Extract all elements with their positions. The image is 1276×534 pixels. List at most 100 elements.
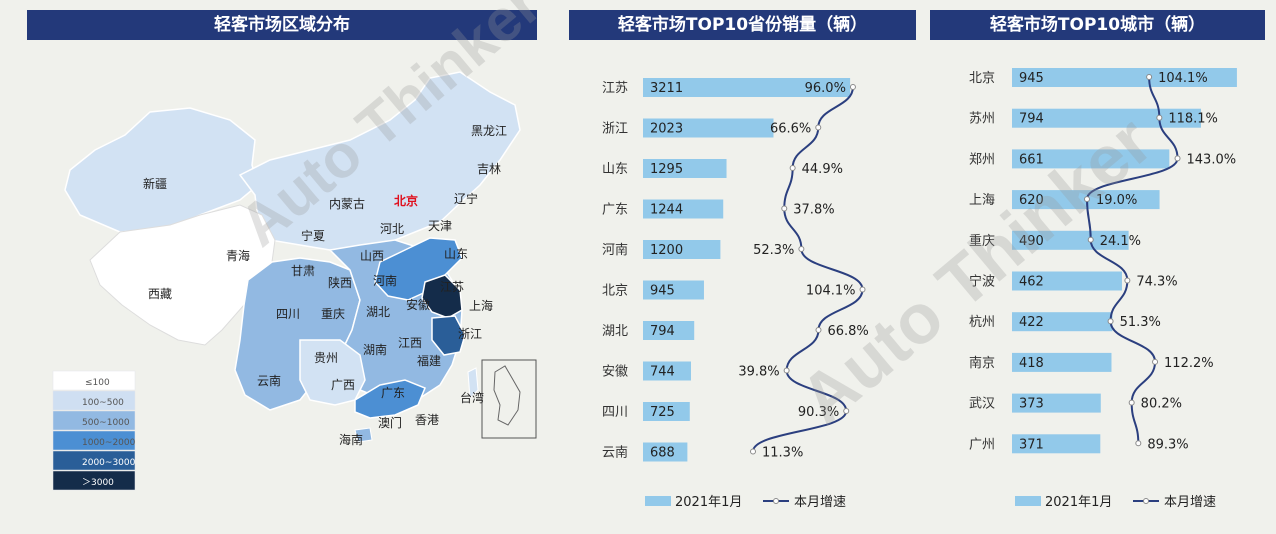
bar bbox=[1012, 108, 1201, 128]
legend-bar-swatch bbox=[645, 496, 671, 506]
bar-value-label: 1244 bbox=[650, 203, 683, 218]
legend-label: 500~1000 bbox=[82, 418, 130, 428]
south-china-sea-inset bbox=[481, 359, 537, 439]
growth-point bbox=[1156, 114, 1163, 121]
growth-point bbox=[1135, 440, 1142, 447]
growth-line bbox=[752, 86, 864, 452]
legend-swatch bbox=[52, 410, 136, 431]
growth-point bbox=[789, 165, 796, 171]
growth-label: 66.6% bbox=[770, 122, 811, 137]
bar bbox=[1012, 352, 1112, 372]
legend-line-label: 本月增速 bbox=[1164, 495, 1216, 510]
map-legend: ≤100 100~500 500~1000 1000~2000 2000~3000 ＞30… bbox=[52, 370, 136, 491]
category-label: 宁波 bbox=[969, 274, 995, 290]
bar-value-label: 794 bbox=[1019, 112, 1044, 127]
growth-point bbox=[843, 408, 850, 414]
growth-label: 112.2% bbox=[1164, 356, 1214, 371]
map-label: 浙江 bbox=[458, 327, 482, 341]
bar-value-label: 661 bbox=[1019, 152, 1044, 167]
growth-point bbox=[1087, 236, 1094, 243]
bar bbox=[1012, 312, 1113, 332]
map-label: 福建 bbox=[417, 353, 441, 368]
growth-label: 66.8% bbox=[827, 324, 868, 339]
growth-point bbox=[781, 205, 788, 212]
map-region-henan-shandong bbox=[374, 237, 463, 301]
growth-label: 24.1% bbox=[1100, 234, 1141, 249]
category-label: 杭州 bbox=[969, 315, 995, 330]
map-region-hainan bbox=[354, 427, 373, 443]
bar-value-label: 688 bbox=[650, 446, 675, 461]
category-label: 江苏 bbox=[602, 80, 628, 96]
bar bbox=[1012, 230, 1129, 250]
map-label: 湖南 bbox=[363, 342, 387, 357]
growth-point bbox=[1124, 277, 1131, 284]
map-label: 西藏 bbox=[148, 287, 172, 301]
map-label: 云南 bbox=[257, 373, 281, 388]
bar-value-label: 945 bbox=[650, 284, 675, 299]
bar bbox=[1012, 434, 1101, 454]
bar-value-label: 620 bbox=[1019, 193, 1044, 208]
bar bbox=[643, 240, 721, 259]
legend-label: 2000~3000 bbox=[82, 458, 136, 468]
category-label: 四川 bbox=[602, 405, 628, 420]
growth-point bbox=[1084, 196, 1090, 203]
legend-line-label: 本月增速 bbox=[794, 495, 846, 510]
growth-label: 89.3% bbox=[1147, 437, 1188, 452]
map-label: 广东 bbox=[381, 386, 405, 400]
growth-label: 143.0% bbox=[1187, 152, 1237, 167]
bar bbox=[643, 280, 704, 300]
map-label: 山西 bbox=[360, 249, 384, 263]
category-label: 北京 bbox=[969, 71, 995, 86]
map-label: 广西 bbox=[331, 378, 355, 392]
category-label: 苏州 bbox=[969, 111, 995, 127]
category-label: 广州 bbox=[969, 437, 995, 452]
map-label: 山东 bbox=[444, 247, 468, 261]
growth-point bbox=[750, 448, 756, 455]
category-label: 重庆 bbox=[969, 233, 995, 249]
category-label: 上海 bbox=[969, 193, 995, 208]
bar bbox=[643, 199, 724, 219]
category-label: 广东 bbox=[602, 203, 628, 218]
growth-point bbox=[798, 246, 805, 252]
bar-value-label: 3211 bbox=[650, 81, 683, 96]
category-label: 北京 bbox=[602, 284, 628, 299]
bar bbox=[1012, 68, 1237, 87]
map-label: 重庆 bbox=[321, 307, 345, 321]
bar-value-label: 1200 bbox=[650, 243, 683, 258]
legend-bar-label: 2021年1月 bbox=[1045, 495, 1112, 510]
province-panel-title: 轻客市场TOP10省份销量（辆） bbox=[569, 10, 916, 40]
bar-value-label: 2023 bbox=[650, 122, 683, 137]
map-label: 青海 bbox=[226, 248, 250, 263]
growth-point bbox=[815, 327, 822, 333]
map-label: 吉林 bbox=[477, 162, 501, 176]
bar-value-label: 945 bbox=[1019, 71, 1044, 86]
category-label: 安徽 bbox=[602, 365, 628, 380]
growth-point bbox=[859, 286, 866, 293]
map-label: 甘肃 bbox=[291, 264, 315, 278]
map-label: 江西 bbox=[398, 336, 422, 350]
category-label: 山东 bbox=[602, 162, 628, 177]
map-label: 河北 bbox=[380, 222, 404, 236]
growth-point bbox=[1152, 358, 1159, 365]
growth-line bbox=[1085, 76, 1179, 444]
legend-swatch bbox=[52, 390, 136, 411]
map-label: 贵州 bbox=[314, 351, 338, 365]
map-label: 安徽 bbox=[406, 297, 430, 312]
legend-label: 100~500 bbox=[82, 398, 124, 408]
growth-label: 44.9% bbox=[802, 162, 843, 177]
bar-value-label: 490 bbox=[1019, 234, 1044, 249]
map-panel-title: 轻客市场区域分布 bbox=[27, 10, 537, 40]
growth-label: 19.0% bbox=[1096, 193, 1137, 208]
map-label: 海南 bbox=[339, 432, 363, 447]
bar-value-label: 1295 bbox=[650, 162, 683, 177]
map-region-north bbox=[238, 71, 521, 256]
growth-point bbox=[1174, 155, 1181, 162]
growth-label: 51.3% bbox=[1120, 315, 1161, 330]
category-label: 郑州 bbox=[969, 152, 995, 167]
map-region-taiwan bbox=[467, 367, 479, 400]
legend-swatch bbox=[52, 470, 136, 491]
growth-point bbox=[815, 124, 822, 131]
growth-point bbox=[1128, 399, 1135, 406]
